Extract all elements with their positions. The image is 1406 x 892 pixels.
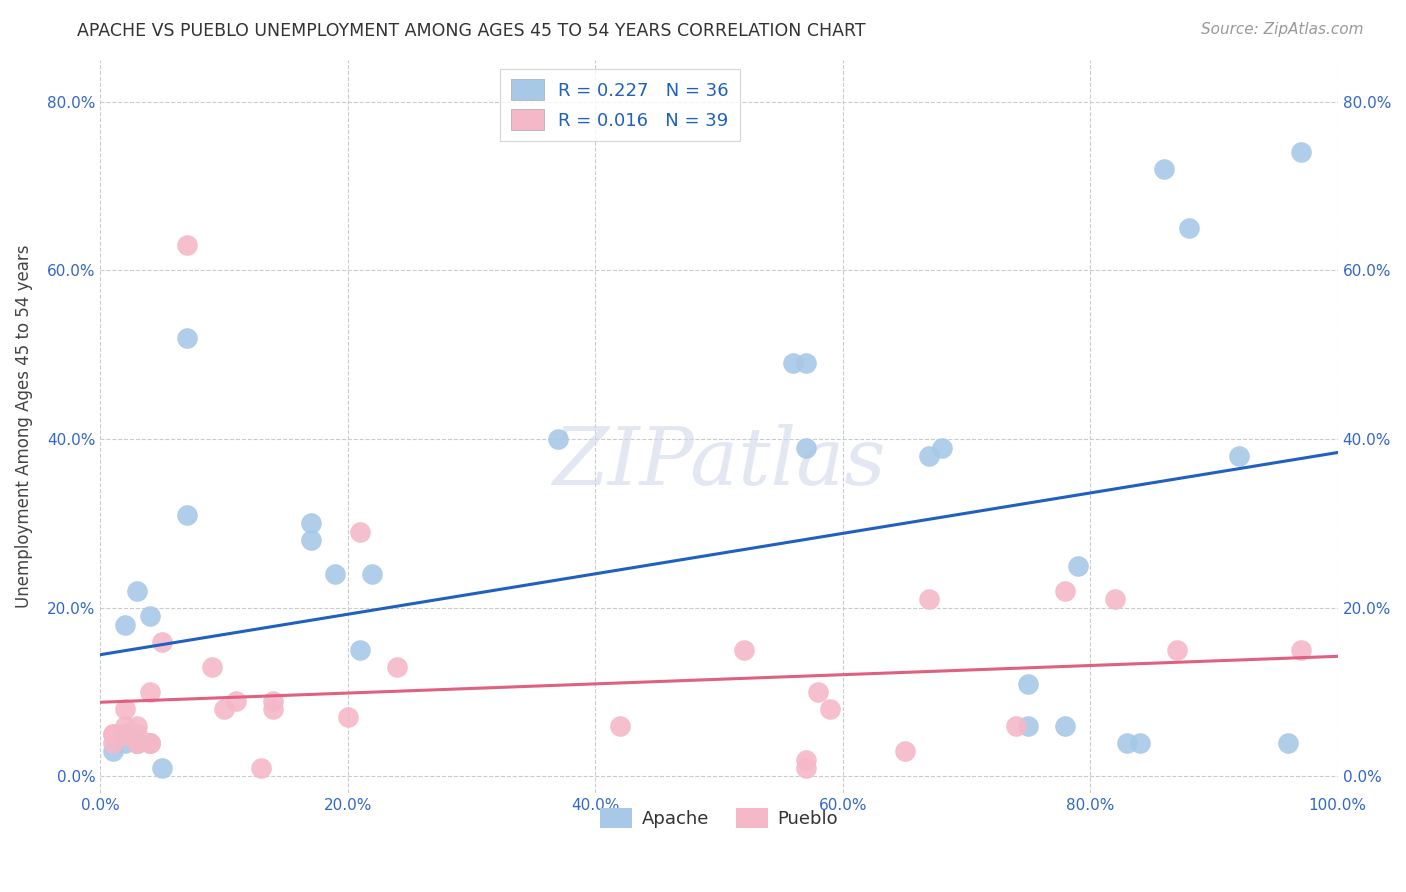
Point xyxy=(1153,162,1175,177)
Point xyxy=(782,356,804,370)
Point xyxy=(127,736,149,750)
Point xyxy=(127,736,149,750)
Point xyxy=(101,736,124,750)
Point xyxy=(114,719,136,733)
Point xyxy=(114,727,136,741)
Point xyxy=(139,609,162,624)
Point xyxy=(794,441,817,455)
Point xyxy=(794,753,817,767)
Point xyxy=(387,660,409,674)
Point xyxy=(609,719,631,733)
Point xyxy=(176,238,198,252)
Point xyxy=(547,432,569,446)
Point xyxy=(1129,736,1152,750)
Point xyxy=(1054,719,1077,733)
Point xyxy=(1116,736,1139,750)
Point xyxy=(807,685,830,699)
Point xyxy=(349,643,371,657)
Point xyxy=(325,567,347,582)
Point xyxy=(1289,643,1312,657)
Point xyxy=(918,592,941,607)
Point xyxy=(1005,719,1028,733)
Point xyxy=(127,736,149,750)
Point xyxy=(201,660,224,674)
Point xyxy=(114,736,136,750)
Point xyxy=(733,643,755,657)
Point xyxy=(114,727,136,741)
Point xyxy=(361,567,384,582)
Point xyxy=(336,710,359,724)
Point xyxy=(114,727,136,741)
Point xyxy=(139,736,162,750)
Point xyxy=(139,736,162,750)
Y-axis label: Unemployment Among Ages 45 to 54 years: Unemployment Among Ages 45 to 54 years xyxy=(15,244,32,608)
Point xyxy=(1054,583,1077,598)
Point xyxy=(1017,676,1039,690)
Point xyxy=(299,516,322,531)
Point xyxy=(1277,736,1299,750)
Point xyxy=(225,693,247,707)
Point xyxy=(127,719,149,733)
Point xyxy=(1104,592,1126,607)
Point xyxy=(114,617,136,632)
Point xyxy=(250,761,273,775)
Point xyxy=(1289,145,1312,160)
Point xyxy=(263,702,285,716)
Point xyxy=(127,727,149,741)
Point xyxy=(101,744,124,758)
Point xyxy=(1227,449,1250,463)
Point xyxy=(127,736,149,750)
Point xyxy=(101,727,124,741)
Point xyxy=(918,449,941,463)
Point xyxy=(299,533,322,548)
Legend: Apache, Pueblo: Apache, Pueblo xyxy=(593,800,845,836)
Point xyxy=(127,736,149,750)
Point xyxy=(127,583,149,598)
Point xyxy=(176,508,198,522)
Point xyxy=(820,702,842,716)
Point xyxy=(1067,558,1090,573)
Point xyxy=(794,761,817,775)
Point xyxy=(150,761,173,775)
Point xyxy=(794,356,817,370)
Point xyxy=(1178,221,1201,235)
Point xyxy=(150,634,173,648)
Point xyxy=(114,727,136,741)
Point xyxy=(101,727,124,741)
Point xyxy=(1166,643,1188,657)
Point xyxy=(139,685,162,699)
Point xyxy=(893,744,915,758)
Point xyxy=(212,702,235,716)
Text: APACHE VS PUEBLO UNEMPLOYMENT AMONG AGES 45 TO 54 YEARS CORRELATION CHART: APACHE VS PUEBLO UNEMPLOYMENT AMONG AGES… xyxy=(77,22,866,40)
Text: ZIPatlas: ZIPatlas xyxy=(553,425,886,502)
Point xyxy=(114,727,136,741)
Point xyxy=(114,702,136,716)
Point xyxy=(1017,719,1039,733)
Point xyxy=(139,736,162,750)
Point xyxy=(931,441,953,455)
Point xyxy=(349,524,371,539)
Text: Source: ZipAtlas.com: Source: ZipAtlas.com xyxy=(1201,22,1364,37)
Point xyxy=(176,331,198,345)
Point xyxy=(263,693,285,707)
